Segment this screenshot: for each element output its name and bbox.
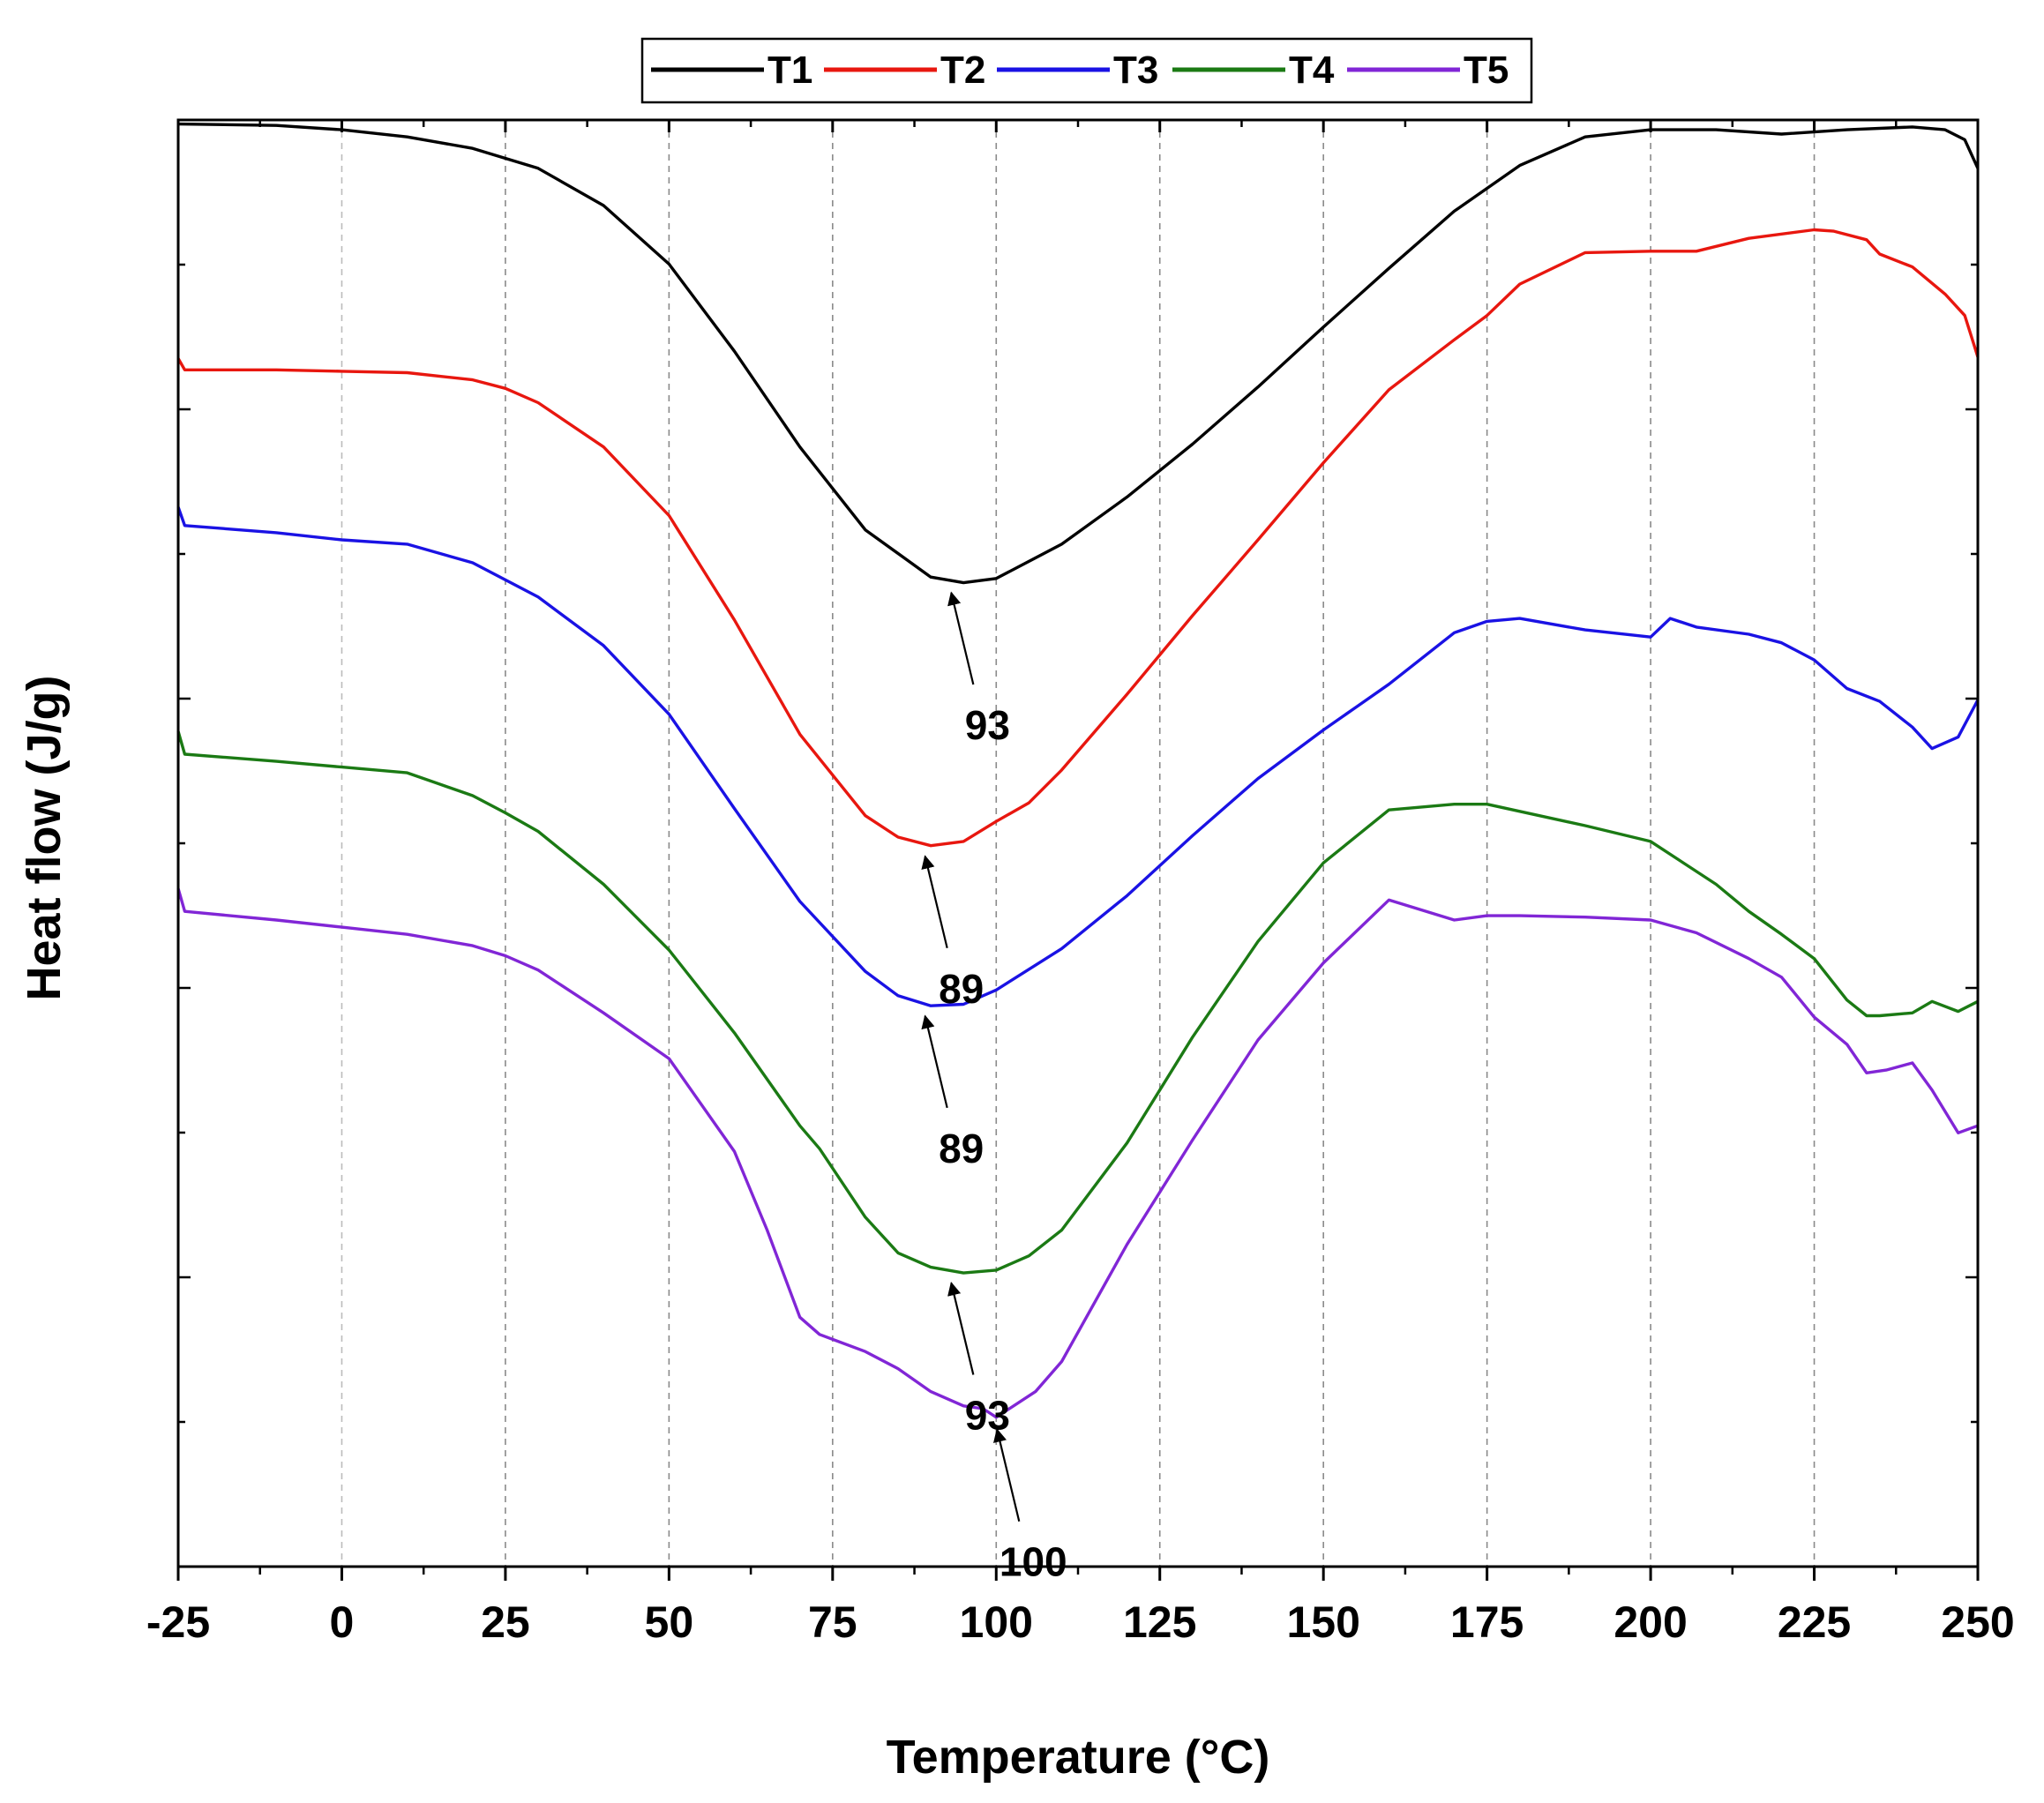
peak-annotations: 93 89 89 93 100 — [921, 591, 1067, 1585]
x-tick-label: 100 — [960, 1597, 1033, 1647]
annotation-label: 89 — [939, 966, 984, 1012]
legend: T1 T2 T3 T4 T5 — [640, 37, 1533, 104]
annotation-label: 93 — [965, 1393, 1010, 1439]
annotation-arrow — [947, 591, 975, 685]
legend-label-t2: T2 — [940, 49, 985, 92]
x-tick-label: 200 — [1613, 1597, 1687, 1647]
series-line-t4 — [176, 730, 1979, 1275]
x-tick-label: 250 — [1941, 1597, 2014, 1647]
legend-label-t5: T5 — [1464, 49, 1509, 92]
x-axis-ticks: -25 0 25 50 75 100 125 150 175 200 225 250 — [146, 120, 2015, 1647]
x-tick-label: 50 — [645, 1597, 694, 1647]
x-tick-label: 75 — [808, 1597, 857, 1647]
x-tick-label: 225 — [1778, 1597, 1851, 1647]
y-axis-ticks — [178, 118, 1978, 1568]
annotation-arrow — [947, 1282, 975, 1375]
annotation-arrow — [921, 855, 948, 949]
legend-label-t3: T3 — [1113, 49, 1158, 92]
x-tick-label: 125 — [1123, 1597, 1196, 1647]
annotation-label: 89 — [939, 1126, 984, 1171]
series-line-t1 — [177, 122, 1980, 585]
annotation-arrow — [993, 1428, 1021, 1522]
x-tick-label: 150 — [1286, 1597, 1359, 1647]
series-lines — [176, 122, 1980, 1419]
x-tick-label: -25 — [146, 1597, 210, 1647]
legend-label-t4: T4 — [1289, 49, 1335, 92]
x-tick-label: 0 — [330, 1597, 355, 1647]
series-line-t2 — [176, 228, 1980, 848]
legend-label-t1: T1 — [767, 49, 812, 92]
x-tick-label: 25 — [481, 1597, 530, 1647]
series-line-t5 — [176, 887, 1979, 1419]
y-axis-title: Heat flow (J/g) — [18, 675, 71, 1000]
grid-lines — [341, 120, 1816, 1567]
plot-frame — [176, 118, 1980, 1568]
annotation-arrow — [921, 1014, 948, 1109]
x-axis-title: Temperature (°C) — [887, 1731, 1270, 1784]
x-tick-label: 175 — [1450, 1597, 1524, 1647]
annotation-label: 93 — [965, 702, 1010, 748]
annotation-label: 100 — [1000, 1539, 1067, 1585]
series-line-t3 — [176, 506, 1980, 1007]
